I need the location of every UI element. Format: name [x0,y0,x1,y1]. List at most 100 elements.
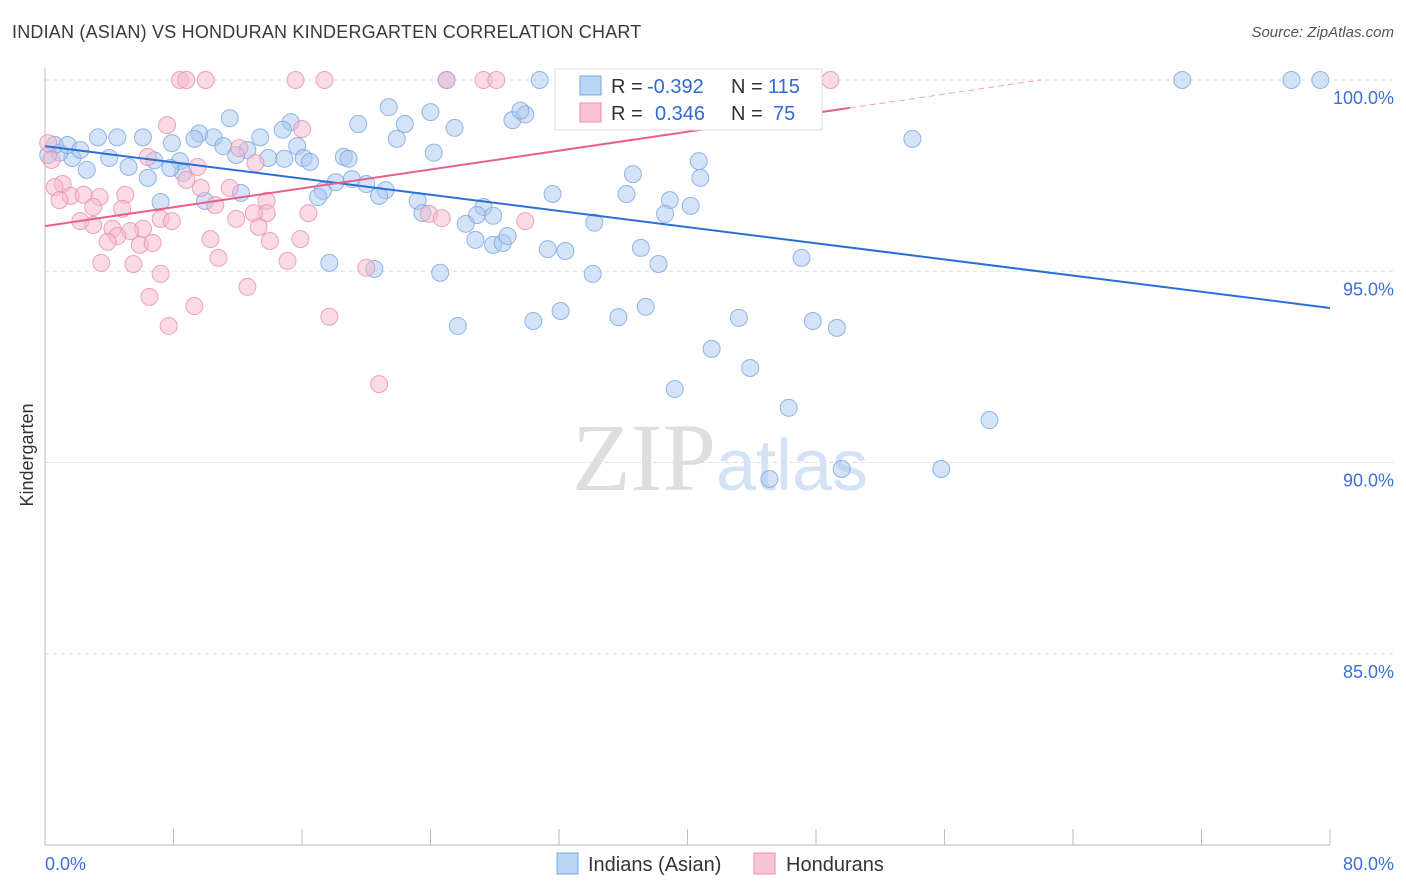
y-tick-label: 90.0% [1343,471,1394,491]
point-indians [108,128,127,147]
point-indians [1173,71,1192,89]
point-indians [220,109,239,128]
point-indians [551,302,570,321]
point-indians [681,196,700,215]
legend-swatch-hondurans [579,102,602,123]
point-indians [538,240,557,259]
r-label-hondurans: R = [611,103,643,125]
n-value-indians: 115 [768,76,800,98]
point-indians [524,311,543,330]
point-indians [903,129,922,148]
point-indians [1282,71,1301,89]
point-hondurans [260,232,279,251]
point-indians [161,158,180,177]
point-indians [741,359,760,378]
point-indians [251,128,270,147]
point-indians [387,129,406,148]
point-indians [133,128,152,147]
point-hondurans [227,209,246,228]
point-indians [636,297,655,316]
point-hondurans [39,134,58,153]
point-hondurans [177,71,196,89]
point-indians [424,143,443,162]
point-indians [138,168,157,187]
n-label-indians: N = [731,76,763,98]
point-indians [511,101,530,120]
point-indians [456,214,475,233]
series-legend: Indians (Asian) Hondurans [556,852,884,876]
point-hondurans [158,116,177,135]
point-indians [702,339,721,358]
point-hondurans [209,248,228,267]
point-hondurans [177,170,196,189]
point-hondurans [196,71,215,89]
point-hondurans [238,277,257,296]
point-indians [395,114,414,133]
point-indians [556,241,575,260]
point-indians [665,380,684,399]
point-hondurans [191,178,210,197]
legend-label-hondurans: Hondurans [786,854,884,876]
point-hondurans [50,191,69,210]
point-hondurans [84,215,103,234]
point-hondurans [291,230,310,249]
point-indians [100,149,119,168]
y-tick-label: 85.0% [1343,662,1394,682]
point-indians [656,204,675,223]
point-indians [832,460,851,479]
n-value-hondurans: 75 [773,103,795,125]
point-indians [484,206,503,225]
point-indians [623,165,642,184]
point-hondurans [201,230,220,249]
point-hondurans [159,316,178,335]
point-hondurans [162,212,181,231]
point-hondurans [220,178,239,197]
r-value-indians: -0.392 [647,76,704,98]
point-indians [779,398,798,417]
point-indians [583,264,602,283]
point-indians [932,460,951,479]
y-axis-title: Kindergarten [17,403,37,506]
watermark: ZIPatlas [572,404,868,511]
point-hondurans [92,253,111,272]
point-indians [827,318,846,337]
n-label-hondurans: N = [731,103,763,125]
legend-swatch-indians-bottom [556,852,579,875]
point-indians [320,253,339,272]
point-indians [77,160,96,179]
point-indians [729,308,748,327]
point-hondurans [437,71,456,89]
point-hondurans [151,264,170,283]
point-indians [689,152,708,171]
point-indians [301,152,320,171]
point-hondurans [42,150,61,169]
point-hondurans [249,217,268,236]
point-indians [162,134,181,153]
point-indians [273,120,292,139]
point-indians [466,230,485,249]
trend-extension-hondurans [849,79,1041,109]
point-indians [275,149,294,168]
point-hondurans [370,375,389,394]
chart-title: INDIAN (ASIAN) VS HONDURAN KINDERGARTEN … [12,22,642,42]
point-indians [89,128,108,147]
trend-line-indians [44,145,1331,309]
point-hondurans [246,154,265,173]
point-hondurans [138,147,157,166]
point-indians [498,227,517,246]
point-indians [421,103,440,122]
r-value-hondurans: 0.346 [655,103,705,125]
y-tick-label: 100.0% [1333,88,1394,108]
point-indians [349,114,368,133]
point-indians [185,129,204,148]
point-hondurans [206,196,225,215]
point-indians [617,184,636,203]
point-hondurans [315,71,334,89]
point-hondurans [320,307,339,326]
point-indians [339,149,358,168]
source-label: Source: ZipAtlas.com [1251,24,1394,41]
legend-label-indians: Indians (Asian) [588,854,721,876]
point-hondurans [487,71,506,89]
point-indians [379,98,398,117]
